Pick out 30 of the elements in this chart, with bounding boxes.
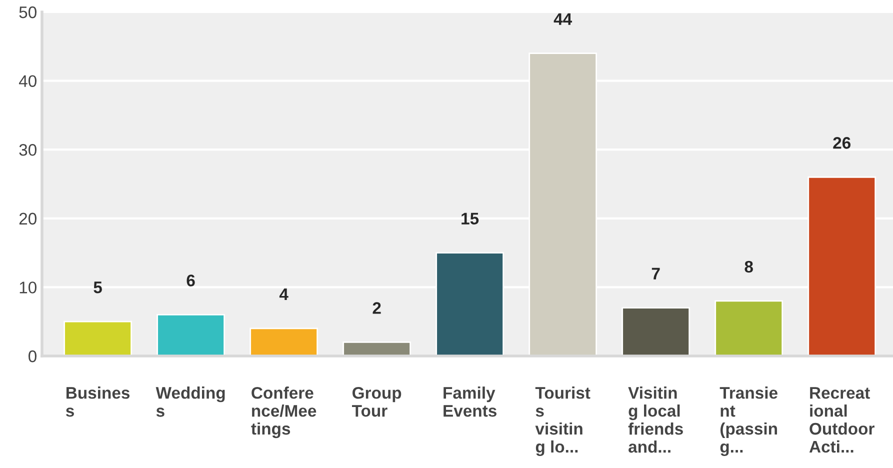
data-label: 8 bbox=[744, 260, 753, 273]
bar bbox=[156, 314, 225, 356]
y-tick-label: 20 bbox=[19, 212, 36, 225]
y-tick-label: 40 bbox=[18, 75, 36, 88]
x-tick-label: Transie nt (passin g... bbox=[720, 386, 778, 456]
x-tick-label: Busines s bbox=[66, 386, 130, 417]
data-label: 2 bbox=[372, 302, 381, 314]
x-tick-label: Group Tour bbox=[352, 386, 402, 417]
data-label: 26 bbox=[833, 137, 851, 149]
x-tick-label: Tourist s visitin g lo... bbox=[535, 386, 590, 456]
bar bbox=[342, 342, 411, 356]
x-tick-label: Visitin g local friends and... bbox=[628, 386, 683, 453]
data-label: 6 bbox=[186, 274, 195, 286]
x-tick-label: Family Events bbox=[444, 386, 496, 417]
x-tick-label: Confere nce/Mee tings bbox=[251, 386, 316, 438]
y-tick-label: 10 bbox=[20, 282, 36, 294]
data-label: 5 bbox=[94, 282, 102, 294]
x-tick-label: Recreat ional Outdoor Acti... bbox=[809, 387, 874, 453]
y-tick-label: 30 bbox=[19, 144, 36, 156]
data-label: 44 bbox=[554, 13, 572, 25]
data-label: 4 bbox=[279, 288, 288, 300]
bar bbox=[714, 300, 784, 356]
y-tick-label: 50 bbox=[19, 6, 36, 18]
data-label: 15 bbox=[462, 212, 479, 225]
x-tick-label: Wedding s bbox=[156, 386, 225, 417]
bar bbox=[622, 307, 690, 356]
data-label: 7 bbox=[652, 268, 660, 280]
bar bbox=[64, 320, 132, 356]
bar bbox=[250, 328, 318, 356]
y-tick-label: 0 bbox=[28, 350, 36, 362]
